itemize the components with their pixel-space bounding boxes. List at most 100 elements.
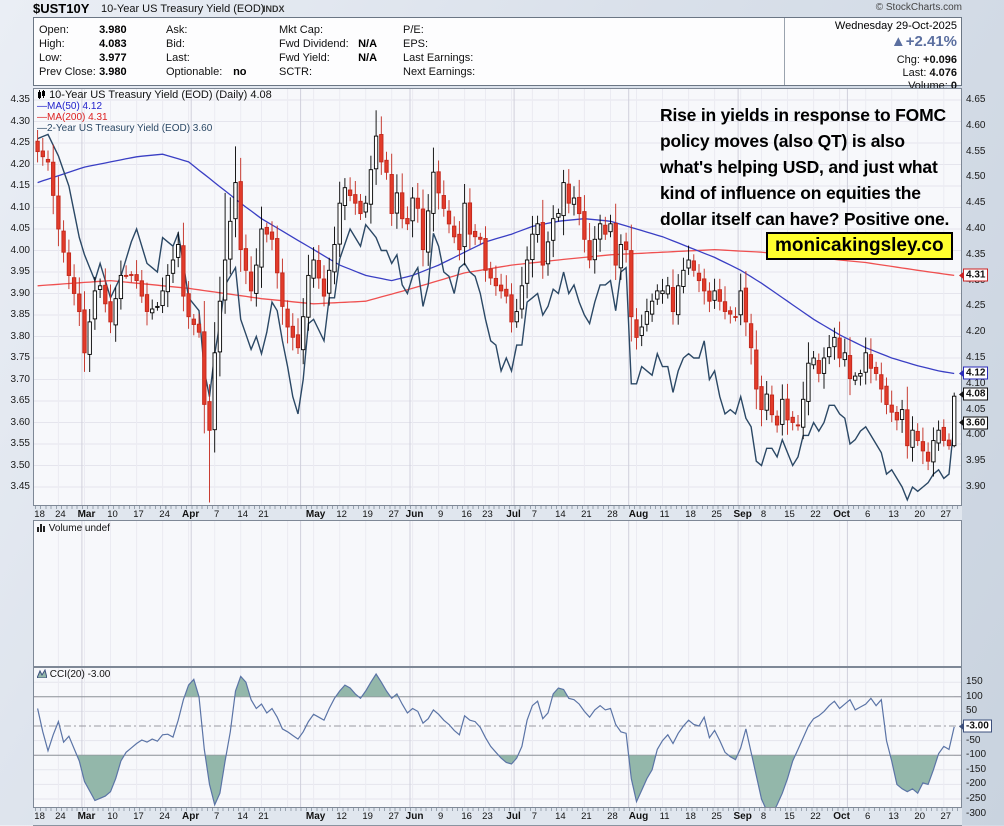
x-axis-label: 20: [914, 811, 926, 822]
percent-change: ▲+2.41%: [890, 33, 957, 50]
x-axis-label: 11: [659, 811, 670, 822]
axis-tick-label: 4.05: [966, 403, 986, 415]
axis-tick-label: 3.50: [10, 459, 30, 471]
x-axis-label: Apr: [182, 811, 200, 822]
x-axis-label: 19: [362, 811, 373, 822]
axis-tick-label: 4.15: [966, 352, 986, 363]
x-axis-label: 18: [34, 509, 45, 520]
quote-change-box: Wednesday 29-Oct-2025 ▲+2.41% Chg: +0.09…: [784, 18, 962, 92]
axis-tick-label: 4.40: [966, 223, 986, 234]
x-axis-label: 9: [437, 509, 444, 520]
axis-tick-label: 4.20: [10, 158, 30, 170]
quote-field: Fwd Yield: N/A: [279, 52, 378, 64]
quote-panel: Open: 3.980 High: 4.083 Low: 3.977 Prev Clo…: [33, 17, 962, 92]
symbol-name: 10-Year US Treasury Yield (EOD): [101, 3, 265, 15]
x-axis-label: 7: [531, 811, 537, 822]
x-axis-label: Sep: [733, 811, 752, 822]
x-axis-label: 21: [258, 509, 269, 520]
axis-tick-label: 50: [966, 705, 978, 717]
quote-field: Ask:: [166, 24, 188, 36]
x-axis-label: 24: [159, 509, 170, 520]
symbol-ticker: $UST10Y: [33, 1, 90, 16]
line-swatch-icon: —: [37, 112, 47, 123]
x-axis-label: Oct: [833, 811, 850, 822]
x-axis-label: May: [305, 811, 326, 822]
x-axis-label: 13: [888, 509, 899, 520]
quote-field: Mkt Cap:: [279, 24, 324, 36]
volume-panel-canvas: [33, 520, 962, 667]
annotation-line: kind of influence on equities the: [660, 183, 921, 203]
x-axis-label: Mar: [77, 509, 96, 520]
x-axis-label: 22: [810, 811, 821, 822]
price-tag: 4.31: [959, 268, 989, 282]
volume-legend: Volume undef: [37, 523, 110, 534]
axis-tick-label: 3.85: [10, 309, 30, 320]
chart-legend: 10-Year US Treasury Yield (EOD) (Daily) …: [37, 90, 272, 135]
x-axis-label: 25: [711, 509, 722, 520]
x-axis-label: 25: [711, 811, 722, 822]
annotation-line: Rise in yields in response to FOMC: [660, 105, 946, 125]
quote-field: SCTR:: [279, 66, 312, 78]
quote-field: Optionable: no: [166, 66, 247, 78]
x-axis-top-strip: 18 24 Mar 10 17 24 Apr 7 14 21 May 12 19 27 Jun 9 16 23 Ju…: [33, 506, 962, 520]
x-axis-label: 28: [607, 509, 618, 520]
cci-mountain-icon: [36, 668, 48, 679]
watermark-site-label: monicakingsley.co: [766, 232, 953, 260]
quote-change-field: Last: 4.076: [902, 67, 957, 79]
quote-field: Bid:: [166, 38, 185, 50]
quote-date: Wednesday 29-Oct-2025: [834, 20, 957, 32]
x-axis-label: 10: [107, 509, 118, 520]
axis-tick-label: 4.00: [966, 429, 986, 441]
x-axis-label: 17: [133, 509, 144, 520]
x-axis-label: 18: [685, 509, 696, 520]
quote-field: High: 4.083: [39, 38, 127, 50]
x-axis-label: Mar: [77, 811, 96, 822]
axis-tick-label: 3.95: [966, 455, 986, 467]
exchange-label: INDX: [263, 4, 285, 14]
x-axis-label: 18: [34, 811, 45, 822]
x-axis-label: 21: [258, 811, 269, 822]
price-tag: 4.08: [959, 387, 989, 401]
x-axis-label: 8: [760, 509, 767, 520]
line-swatch-icon: —: [37, 123, 47, 134]
legend-main-series: 10-Year US Treasury Yield (EOD) (Daily) …: [37, 90, 272, 101]
x-axis-label: 23: [482, 811, 493, 822]
x-axis-label: Sep: [733, 509, 752, 520]
x-axis-label: 14: [237, 509, 248, 520]
x-axis-label: 14: [237, 811, 248, 822]
quote-field: P/E:: [403, 24, 424, 36]
x-axis-label: 16: [461, 509, 472, 520]
axis-tick-label: 4.10: [966, 377, 986, 389]
axis-tick-label: 4.35: [10, 94, 30, 105]
quote-field: Open: 3.980: [39, 24, 127, 36]
quote-field: Fwd Dividend: N/A: [279, 38, 378, 50]
axis-tick-label: 3.70: [10, 373, 30, 385]
axis-tick-label: 4.25: [966, 300, 986, 312]
quote-field: Last Earnings:: [403, 52, 474, 64]
legend-2year: —2-Year US Treasury Yield (EOD) 3.60: [37, 123, 213, 134]
x-axis-label: 21: [581, 811, 592, 822]
axis-tick-label: 4.45: [966, 197, 986, 209]
x-axis-label: Jun: [405, 811, 424, 822]
axis-tick-label: 3.60: [10, 416, 30, 428]
x-axis-label: 12: [336, 811, 347, 822]
x-axis-label: 27: [388, 811, 400, 822]
axis-tick-label: 3.65: [10, 395, 30, 406]
axis-tick-label: -50: [966, 734, 981, 746]
axis-tick-label: -100: [966, 749, 987, 761]
annotation-line: dollar itself can have? Positive one.: [660, 209, 950, 229]
axis-tick-label: 4.05: [10, 223, 30, 234]
x-axis-label: 7: [214, 811, 220, 822]
legend-ma200: —MA(200) 4.31: [37, 112, 108, 123]
annotation-line: what's helping USD, and just what: [660, 157, 938, 177]
axis-tick-label: 4.00: [10, 244, 30, 256]
axis-tick-label: 4.55: [966, 145, 986, 157]
x-axis-label: 16: [461, 811, 472, 822]
quote-change-field: Chg: +0.096: [896, 54, 957, 66]
x-axis-label: 6: [864, 509, 871, 520]
volume-bars-icon: [37, 524, 45, 532]
x-axis-label: 19: [362, 509, 373, 520]
axis-tick-label: -150: [966, 763, 987, 775]
axis-tick-label: 150: [966, 676, 983, 688]
axis-tick-label: 4.20: [966, 326, 986, 338]
